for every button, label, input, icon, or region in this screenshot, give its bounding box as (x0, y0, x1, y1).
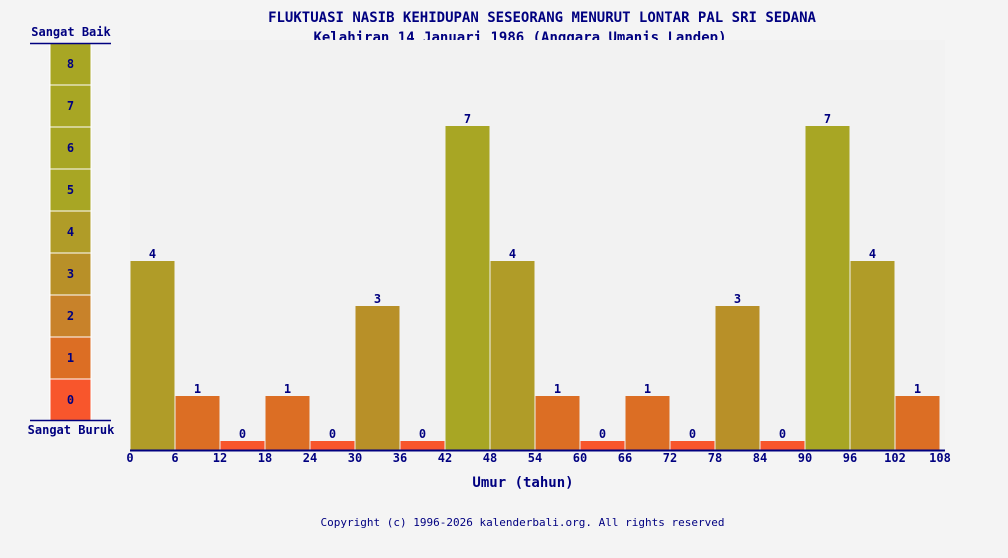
scale-level-label: 6 (67, 141, 74, 155)
x-tick-label: 24 (303, 451, 317, 465)
bar-value-label: 4 (149, 247, 156, 261)
scale-cell (49, 294, 92, 338)
scale-top-label: Sangat Baik (31, 25, 111, 39)
bar-value-label: 1 (914, 382, 921, 396)
scale-cell (49, 210, 92, 254)
bar (355, 306, 400, 450)
bar-value-label: 3 (734, 292, 741, 306)
bar-value-label: 3 (374, 292, 381, 306)
x-tick-label: 30 (348, 451, 362, 465)
scale-level-label: 8 (67, 57, 74, 71)
scale-cell (49, 336, 92, 380)
bar-value-label: 4 (869, 247, 876, 261)
x-tick-label: 12 (213, 451, 227, 465)
x-axis-label: Umur (tahun) (472, 475, 574, 491)
bar (220, 441, 265, 450)
x-tick-label: 66 (618, 451, 632, 465)
bar-value-label: 0 (779, 427, 786, 441)
bar-value-label: 0 (689, 427, 696, 441)
bar (895, 396, 940, 450)
x-tick-label: 78 (708, 451, 722, 465)
scale-level-label: 0 (67, 393, 74, 407)
x-tick-label: 54 (528, 451, 542, 465)
scale-level-label: 5 (67, 183, 74, 197)
x-tick-label: 36 (393, 451, 407, 465)
bar (850, 261, 895, 450)
bar (580, 441, 625, 450)
x-tick-label: 60 (573, 451, 587, 465)
bar (805, 126, 850, 450)
scale-level-label: 1 (67, 351, 74, 365)
bar (130, 261, 175, 450)
bar (760, 441, 805, 450)
scale-level-label: 4 (67, 225, 74, 239)
scale-level-label: 3 (67, 267, 74, 281)
bar (400, 441, 445, 450)
scale-bottom-label: Sangat Buruk (27, 423, 115, 437)
x-tick-label: 96 (843, 451, 857, 465)
scale-level-label: 2 (67, 309, 74, 323)
bar (715, 306, 760, 450)
bar-value-label: 4 (509, 247, 516, 261)
scale-cell (49, 126, 92, 170)
x-tick-label: 90 (798, 451, 812, 465)
bar-value-label: 1 (194, 382, 201, 396)
bar (670, 441, 715, 450)
scale-cell (49, 168, 92, 212)
x-tick-label: 0 (126, 451, 133, 465)
bar-value-label: 7 (824, 112, 831, 126)
bar-value-label: 0 (419, 427, 426, 441)
footer-copyright: Copyright (c) 1996-2026 kalenderbali.org… (320, 516, 725, 529)
x-tick-label: 6 (171, 451, 178, 465)
x-tick-label: 42 (438, 451, 452, 465)
scale-cell (49, 84, 92, 128)
scale-cell (49, 42, 92, 86)
x-tick-label: 18 (258, 451, 272, 465)
bar-value-label: 0 (239, 427, 246, 441)
bar-value-label: 0 (329, 427, 336, 441)
x-tick-label: 84 (753, 451, 767, 465)
bar (445, 126, 490, 450)
x-tick-label: 102 (884, 451, 906, 465)
bar (535, 396, 580, 450)
bar (175, 396, 220, 450)
scale-cell (49, 378, 92, 422)
bar (265, 396, 310, 450)
bar (625, 396, 670, 450)
x-tick-label: 48 (483, 451, 497, 465)
scale-level-label: 7 (67, 99, 74, 113)
bar (310, 441, 355, 450)
bar (490, 261, 535, 450)
x-tick-label: 72 (663, 451, 677, 465)
bar-value-label: 7 (464, 112, 471, 126)
bar-value-label: 1 (554, 382, 561, 396)
scale-cell (49, 252, 92, 296)
x-tick-label: 108 (929, 451, 951, 465)
chart-title: FLUKTUASI NASIB KEHIDUPAN SESEORANG MENU… (268, 10, 816, 26)
bar-value-label: 1 (644, 382, 651, 396)
bar-value-label: 1 (284, 382, 291, 396)
bar-value-label: 0 (599, 427, 606, 441)
